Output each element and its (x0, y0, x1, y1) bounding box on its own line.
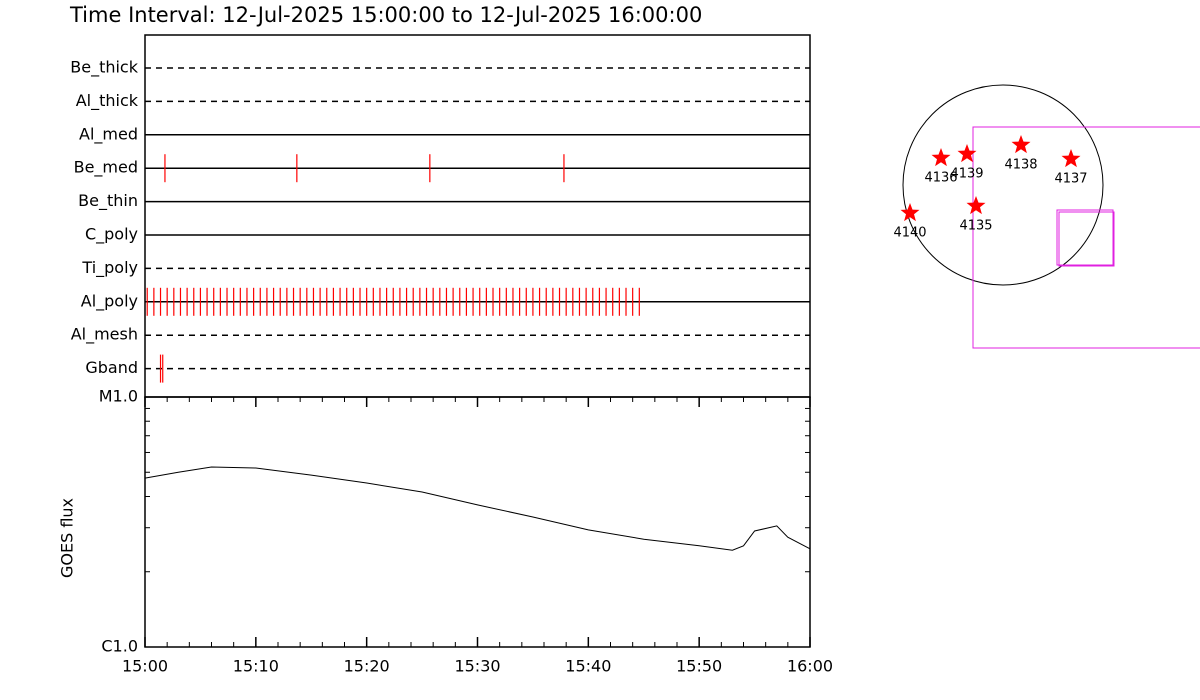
region-star (1061, 149, 1081, 168)
region-star (931, 148, 951, 167)
region-label: 4139 (950, 167, 983, 182)
y-axis-label: GOES flux (58, 498, 77, 578)
row-label: Al_thick (76, 91, 139, 111)
row-label: Be_thin (78, 191, 138, 211)
region-label: 4137 (1054, 172, 1087, 187)
row-label: Be_thick (70, 58, 138, 78)
row-label: Al_med (79, 124, 138, 144)
y-tick-label: M1.0 (99, 387, 138, 406)
x-tick-label: 15:00 (122, 657, 168, 676)
x-tick-label: 16:00 (787, 657, 833, 676)
goes-frame (144, 396, 811, 648)
region-label: 4138 (1004, 158, 1037, 173)
row-label: Ti_poly (81, 258, 138, 278)
region-star (957, 144, 977, 163)
region-label: 4136 (924, 171, 957, 186)
fov-box (1058, 211, 1115, 267)
region-label: 4135 (959, 219, 992, 234)
region-star (966, 196, 986, 215)
row-label: Al_mesh (71, 325, 138, 345)
x-tick-label: 15:30 (454, 657, 500, 676)
x-tick-label: 15:50 (676, 657, 722, 676)
solar-disk (902, 84, 1104, 286)
row-label: Al_poly (81, 291, 138, 311)
goes-line (144, 466, 811, 551)
x-tick-label: 15:10 (233, 657, 279, 676)
region-star (900, 203, 920, 222)
y-tick-label: C1.0 (101, 637, 138, 656)
x-tick-label: 15:40 (565, 657, 611, 676)
row-label: Gband (85, 358, 138, 377)
fov-box (972, 126, 1200, 349)
region-star (1011, 135, 1031, 154)
chart-title: Time Interval: 12-Jul-2025 15:00:00 to 1… (69, 3, 702, 27)
fov-box (1056, 209, 1114, 266)
row-label: Be_med (74, 158, 138, 178)
x-tick-label: 15:20 (344, 657, 390, 676)
row-label: C_poly (85, 225, 138, 245)
timeline-frame (144, 34, 811, 398)
region-label: 4140 (893, 226, 926, 241)
